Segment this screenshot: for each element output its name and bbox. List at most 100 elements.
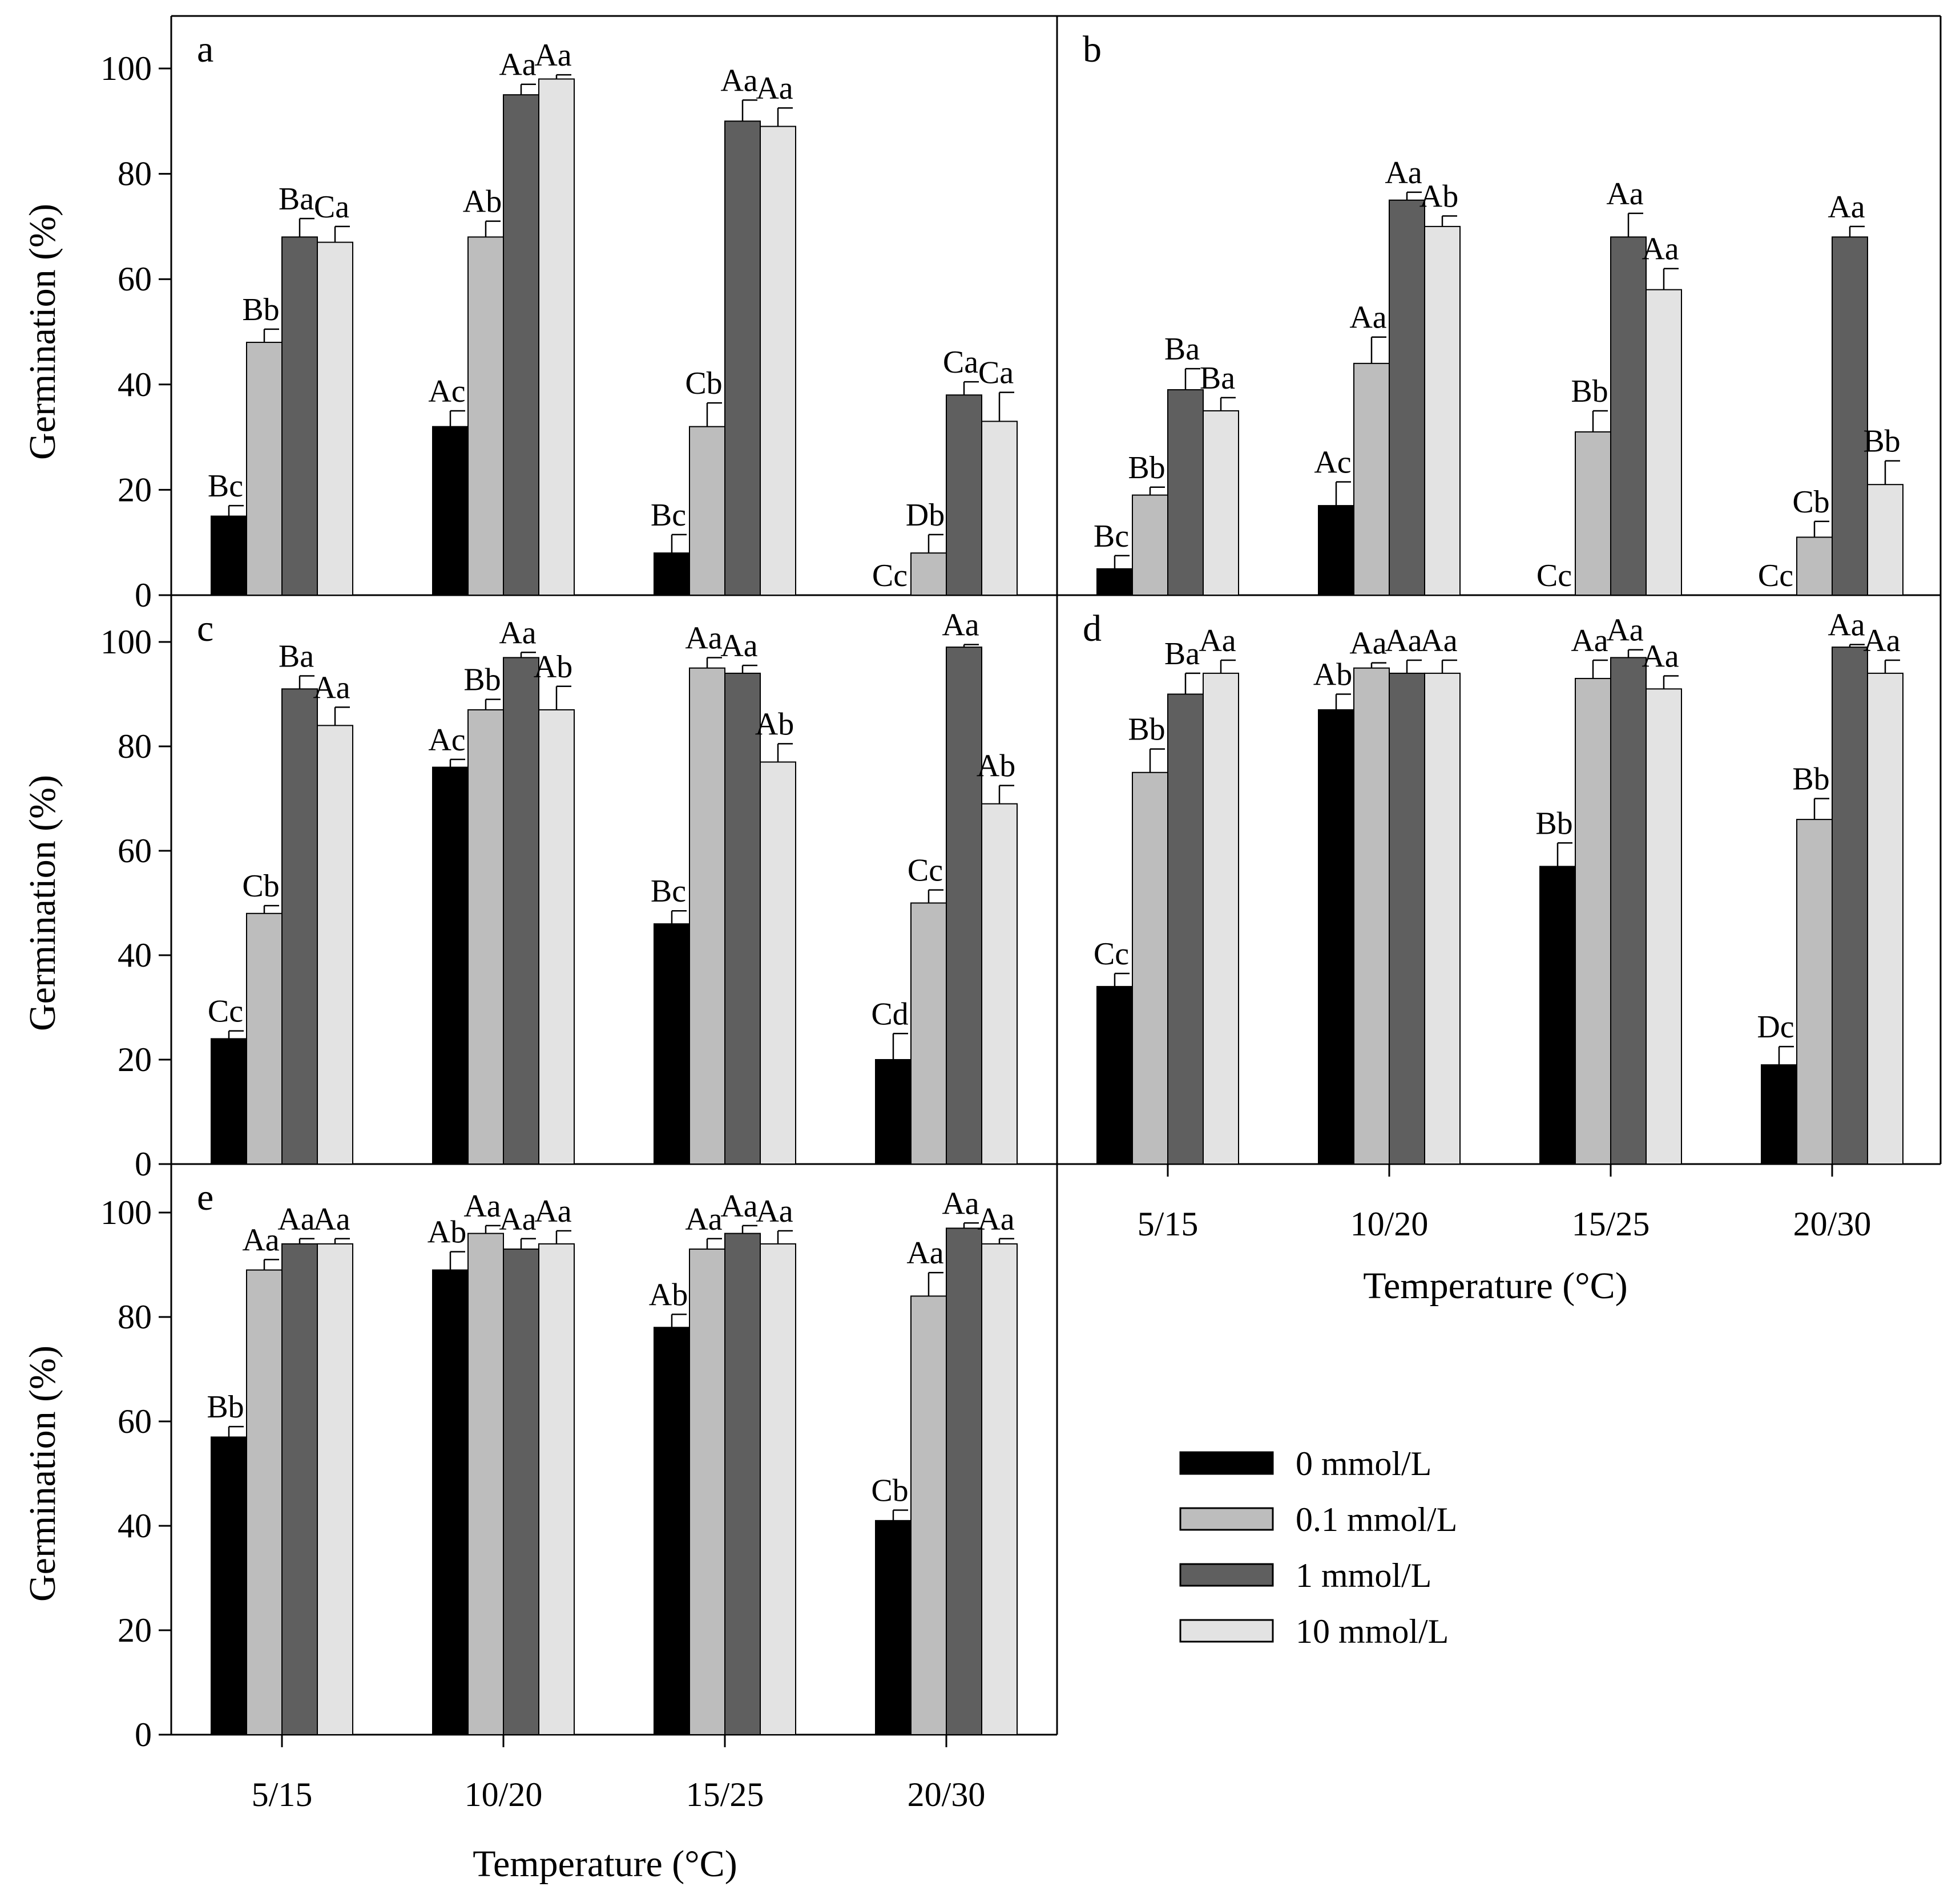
letter-label-b-0-0: Bc [1094,519,1129,554]
letter-label-d-1-3: Aa [1420,623,1457,658]
letter-label-e-1-0: Ab [428,1215,466,1250]
bar-d-3-0 [1761,1064,1797,1165]
y-tick-label-c-1: 20 [118,1041,152,1078]
letter-label-c-3-0: Cd [871,996,908,1032]
bar-c-2-3 [760,761,796,1165]
y-tick-label-c-4: 80 [118,728,152,765]
letter-label-d-0-2: Ba [1164,636,1200,672]
letter-label-e-2-2: Aa [720,1189,757,1224]
legend-label-2: 1 mmol/L [1296,1557,1431,1594]
bar-c-1-1 [467,709,504,1165]
legend-swatch-0 [1179,1451,1274,1475]
bar-a-0-3 [317,241,353,596]
bar-c-0-2 [281,688,318,1165]
bar-d-3-1 [1796,819,1833,1165]
bar-b-1-2 [1389,199,1425,596]
bar-a-3-2 [946,394,982,596]
letter-label-d-3-3: Aa [1863,623,1900,658]
bar-b-2-1 [1575,431,1611,596]
bar-d-2-1 [1575,678,1611,1165]
letter-label-d-1-0: Ab [1313,657,1352,693]
y-tick-label-a-3: 60 [118,260,152,298]
letter-label-a-3-0: Cc [872,558,908,593]
letter-label-e-1-1: Aa [463,1189,501,1224]
bar-b-3-3 [1867,484,1903,596]
letter-label-e-1-3: Aa [534,1194,571,1229]
bar-e-0-1 [246,1269,283,1735]
y-axis-title-c: Germination (%) [22,775,63,1031]
letter-label-e-3-1: Aa [906,1235,943,1271]
bar-d-2-0 [1539,866,1576,1165]
letter-label-c-3-3: Ab [977,749,1015,784]
bar-d-3-3 [1867,672,1903,1165]
bar-e-3-1 [910,1295,947,1735]
bar-c-3-2 [946,647,982,1165]
bar-a-1-2 [503,94,539,596]
letter-label-b-3-3: Bb [1863,424,1900,459]
legend-label-3: 10 mmol/L [1296,1613,1449,1650]
bar-e-0-0 [211,1436,247,1735]
letter-label-a-2-3: Aa [756,71,793,106]
letter-label-c-0-1: Cb [242,868,279,904]
legend-swatch-1 [1179,1507,1274,1531]
x-tick-label-e-1: 10/20 [465,1776,543,1813]
bar-d-1-1 [1353,667,1390,1165]
panel-letter-e: e [197,1177,213,1218]
legend-label-1: 0.1 mmol/L [1296,1501,1457,1538]
bar-c-2-0 [654,923,690,1165]
y-tick-label-c-5: 100 [100,623,152,661]
letter-label-c-0-2: Ba [279,639,314,674]
bar-b-2-2 [1610,236,1647,596]
bar-e-2-2 [724,1233,761,1736]
y-tick-label-e-1: 20 [118,1611,152,1649]
letter-label-a-0-0: Bc [208,468,243,504]
letter-label-b-1-1: Aa [1349,300,1386,336]
letter-label-e-0-3: Aa [313,1202,350,1237]
bar-c-0-3 [317,725,353,1165]
letter-label-a-2-2: Aa [720,63,757,98]
y-axis-title-a: Germination (%) [22,204,63,460]
letter-label-e-0-1: Aa [242,1222,279,1258]
bar-b-2-3 [1646,289,1682,596]
letter-label-b-3-0: Cc [1758,558,1793,593]
y-tick-label-a-1: 20 [118,471,152,508]
x-tick-label-e-0: 5/15 [252,1776,313,1813]
x-tick-label-e-3: 20/30 [908,1776,986,1813]
bar-b-0-2 [1167,389,1204,596]
bar-b-3-2 [1832,236,1868,596]
letter-label-c-1-2: Aa [499,615,536,651]
legend: 0 mmol/L 0.1 mmol/L 1 mmol/L 10 mmol/L [1179,1445,1457,1650]
bar-a-1-3 [538,78,575,596]
bar-a-3-3 [981,421,1018,596]
bar-a-3-1 [910,552,947,596]
letter-label-b-2-0: Cc [1536,558,1572,593]
letter-label-b-3-1: Cb [1792,484,1829,520]
bar-b-0-0 [1096,568,1133,596]
letter-label-d-1-1: Aa [1349,626,1386,661]
letter-label-d-2-1: Aa [1571,623,1608,658]
letter-label-d-2-2: Aa [1606,613,1643,648]
legend-swatch-2 [1179,1563,1274,1587]
bar-c-2-1 [689,667,725,1165]
x-tick-label-d-0: 5/15 [1138,1205,1199,1243]
bar-d-2-2 [1610,657,1647,1165]
y-tick-label-a-5: 100 [100,50,152,87]
bar-e-2-1 [689,1249,725,1736]
bar-c-3-1 [910,902,947,1165]
bar-e-1-0 [432,1269,469,1735]
letter-label-b-0-3: Ba [1200,361,1235,396]
bar-c-1-3 [538,709,575,1165]
letter-label-d-3-1: Bb [1792,762,1829,797]
bar-b-3-1 [1796,536,1833,596]
bar-d-2-3 [1646,688,1682,1165]
bar-c-0-0 [211,1038,247,1165]
panel-letter-a: a [197,29,213,70]
bar-b-0-1 [1132,494,1168,596]
letter-label-a-1-0: Ac [428,374,465,409]
bar-a-0-1 [246,341,283,596]
bar-b-1-3 [1424,225,1461,596]
bar-a-0-0 [211,515,247,596]
bar-e-1-3 [538,1243,575,1735]
y-tick-label-a-2: 40 [118,366,152,403]
letter-label-b-0-1: Bb [1128,450,1165,486]
